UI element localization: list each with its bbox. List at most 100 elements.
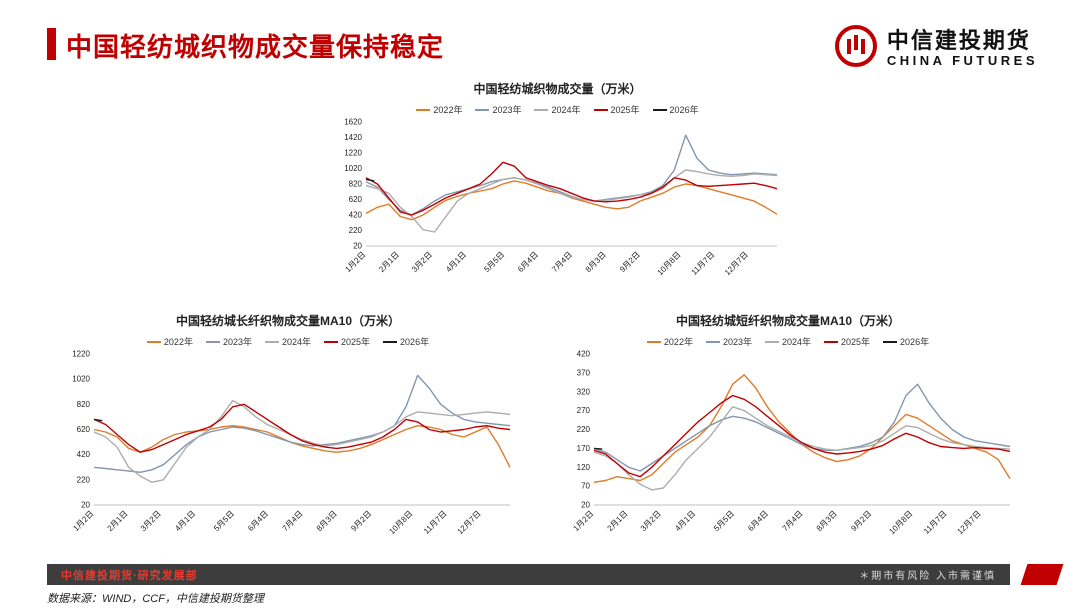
series-line-2024年 [365,169,778,233]
x-tick-label: 10月8日 [887,509,914,536]
legend-swatch-icon [883,340,898,343]
x-tick-label: 6月4日 [746,509,770,533]
y-tick-label: 70 [581,482,590,491]
legend-swatch-icon [264,340,279,343]
legend-label: 2024年 [551,105,581,115]
y-tick-label: 320 [577,387,591,396]
x-tick-label: 1月2日 [71,509,95,533]
legend-swatch-icon [205,340,220,343]
x-tick-label: 11月7日 [690,250,717,277]
x-tick-label: 4月1日 [673,509,697,533]
legend-item-2025年: 2025年 [593,103,640,116]
series-line-2025年 [365,161,778,216]
y-tick-label: 620 [349,195,363,204]
legend-label: 2025年 [341,337,371,347]
chart-legend: 2022年 2023年 2024年 2025年 2026年 [58,335,518,348]
legend-item-2024年: 2024年 [264,335,312,348]
y-tick-label: 120 [577,463,591,472]
x-tick-label: 4月1日 [173,509,197,533]
legend-swatch-icon [324,340,339,343]
x-tick-label: 7月4日 [781,509,805,533]
legend-item-2025年: 2025年 [824,335,870,348]
x-tick-label: 1月2日 [343,250,367,274]
legend-swatch-icon [416,108,431,111]
legend-swatch-icon [475,108,490,111]
y-tick-label: 370 [577,368,591,377]
x-tick-label: 8月3日 [815,509,839,533]
legend-swatch-icon [652,108,667,111]
y-tick-label: 420 [349,211,363,220]
series-line-2022年 [593,374,1011,483]
chart-legend: 2022年 2023年 2024年 2025年 2026年 [558,335,1018,348]
chart-title-long-fiber: 中国轻纺城长纤织物成交量MA10（万米） [175,314,400,328]
series-line-2026年 [593,447,603,450]
series-line-2026年 [365,178,375,182]
y-tick-label: 1020 [72,375,90,384]
chart-fabric-total: 中国轻纺城织物成交量（万米） 2022年 2023年 2024年 2025年 2026年… [330,80,785,299]
line-chart-long-fiber: 20 220 420 620 820 1020 1220 1月2日 2月1日 3月2日 4月1日 5月… [71,350,511,536]
legend-item-2023年: 2023年 [475,103,521,116]
series-line-2025年 [593,394,1011,478]
x-tick-label: 2月1日 [377,250,401,274]
legend-label: 2023年 [222,337,252,347]
y-tick-label: 20 [81,501,90,510]
legend-swatch-icon [146,340,161,343]
x-tick-label: 6月4日 [246,509,270,533]
x-tick-label: 5月5日 [712,509,736,533]
x-tick-label: 12月7日 [956,509,983,536]
legend-item-2024年: 2024年 [764,335,812,348]
footer-risk-warning: ＊期市有风险 入市需谨慎 [859,571,996,582]
y-tick-label: 220 [77,475,91,484]
legend-label: 2026年 [669,105,699,115]
series-line-2022年 [365,180,778,221]
x-tick-label: 2月1日 [106,509,130,533]
x-tick-label: 12月7日 [723,250,750,277]
x-tick-label: 3月2日 [639,509,663,533]
x-tick-label: 3月2日 [139,509,163,533]
legend-item-2022年: 2022年 [416,103,462,116]
y-tick-label: 20 [581,501,590,510]
title-accent-bar [47,28,56,60]
legend-swatch-icon [705,340,720,343]
series-line-2024年 [593,406,1011,491]
y-tick-label: 170 [577,444,591,453]
legend-item-2025年: 2025年 [324,335,370,348]
legend-item-2023年: 2023年 [205,335,252,348]
footer-arrow-decoration [1020,564,1064,585]
legend-label: 2022年 [433,105,463,115]
series-line-2023年 [93,374,511,474]
legend-label: 2024年 [281,337,312,347]
x-tick-label: 3月2日 [410,250,434,274]
footer-bar: 中信建投期货·研究发展部 ＊期市有风险 入市需谨慎 [47,564,1010,585]
y-tick-label: 220 [349,226,363,235]
y-tick-label: 1020 [344,164,362,173]
page-title: 中国轻纺城织物成交量保持稳定 [66,32,445,62]
y-tick-label: 220 [577,425,591,434]
x-tick-label: 2月1日 [606,509,630,533]
x-tick-label: 12月7日 [456,509,483,536]
x-tick-label: 8月3日 [315,509,339,533]
x-tick-label: 6月4日 [516,250,540,274]
y-tick-label: 1220 [344,149,362,158]
legend-item-2026年: 2026年 [652,103,699,116]
x-tick-label: 7月4日 [550,250,574,274]
data-source-note: 数据来源：WIND，CCF，中信建投期货整理 [47,593,264,605]
series-line-2024年 [93,399,511,484]
line-chart-short-fiber: 20 70 120 170 220 270 320 370 420 1月2日 2月1日 3月2日 4月1… [571,350,1011,536]
legend-label: 2025年 [610,105,640,115]
legend-item-2024年: 2024年 [534,103,581,116]
y-tick-label: 820 [349,180,363,189]
x-tick-label: 11月7日 [422,509,449,536]
legend-item-2026年: 2026年 [383,335,429,348]
legend-swatch-icon [383,340,398,343]
x-tick-label: 10月8日 [655,250,682,277]
series-line-2022年 [93,424,511,468]
citic-logo-icon [834,24,878,73]
footer-department: 中信建投期货·研究发展部 [61,569,198,582]
y-tick-label: 420 [577,350,591,359]
legend-label: 2023年 [722,337,752,347]
legend-item-2026年: 2026年 [883,335,929,348]
chart-title-short-fiber: 中国轻纺城短纤织物成交量MA10（万米） [675,314,900,328]
legend-label: 2024年 [781,337,812,347]
